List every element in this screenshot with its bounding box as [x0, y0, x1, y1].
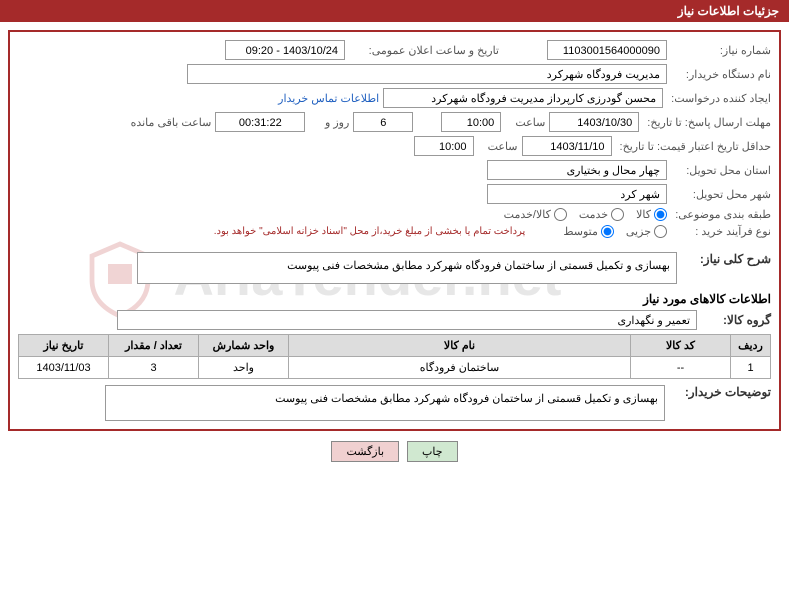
- cell-qty: 3: [109, 357, 199, 379]
- buyer-org-label: نام دستگاه خریدار:: [671, 68, 771, 81]
- footer-buttons: چاپ بازگشت: [0, 441, 789, 462]
- announce-value: 1403/10/24 - 09:20: [225, 40, 345, 60]
- goods-table: ردیف کد کالا نام کالا واحد شمارش تعداد /…: [18, 334, 771, 379]
- row-need-number: شماره نیاز: 1103001564000090 تاریخ و ساع…: [18, 40, 771, 60]
- days-word: روز و: [309, 116, 349, 129]
- payment-note: پرداخت تمام یا بخشی از مبلغ خرید،از محل …: [214, 226, 526, 237]
- radio-minor-input[interactable]: [654, 225, 667, 238]
- category-label: طبقه بندی موضوعی:: [671, 208, 771, 221]
- row-validity: حداقل تاریخ اعتبار قیمت: تا تاریخ: 1403/…: [18, 136, 771, 156]
- buyer-org-value: مدیریت فرودگاه شهرکرد: [187, 64, 667, 84]
- row-requester: ایجاد کننده درخواست: محسن گودرزی کارپردا…: [18, 88, 771, 108]
- row-goods-group: گروه کالا: تعمیر و نگهداری: [18, 310, 771, 330]
- radio-both-label: کالا/خدمت: [504, 208, 551, 221]
- th-unit: واحد شمارش: [199, 335, 289, 357]
- th-code: کد کالا: [631, 335, 731, 357]
- cell-code: --: [631, 357, 731, 379]
- panel-header: جزئیات اطلاعات نیاز: [0, 0, 789, 22]
- requester-value: محسن گودرزی کارپرداز مدیریت فرودگاه شهرک…: [383, 88, 663, 108]
- radio-medium-input[interactable]: [601, 225, 614, 238]
- radio-khedmat[interactable]: خدمت: [579, 208, 624, 221]
- time-label-1: ساعت: [505, 116, 545, 129]
- main-panel: شماره نیاز: 1103001564000090 تاریخ و ساع…: [8, 30, 781, 431]
- radio-kala[interactable]: کالا: [636, 208, 667, 221]
- radio-both[interactable]: کالا/خدمت: [504, 208, 567, 221]
- row-buyer-desc: توضیحات خریدار: بهسازی و تکمیل قسمتی از …: [18, 385, 771, 421]
- print-button[interactable]: چاپ: [407, 441, 458, 462]
- deadline-date: 1403/10/30: [549, 112, 639, 132]
- back-button[interactable]: بازگشت: [331, 441, 399, 462]
- cell-unit: واحد: [199, 357, 289, 379]
- radio-khedmat-label: خدمت: [579, 208, 608, 221]
- deadline-label: مهلت ارسال پاسخ: تا تاریخ:: [643, 116, 771, 129]
- goods-info-title: اطلاعات کالاهای مورد نیاز: [18, 292, 771, 306]
- th-name: نام کالا: [289, 335, 631, 357]
- goods-group-value: تعمیر و نگهداری: [117, 310, 697, 330]
- summary-label: شرح کلی نیاز:: [681, 252, 771, 266]
- th-date: تاریخ نیاز: [19, 335, 109, 357]
- radio-minor[interactable]: جزیی: [626, 225, 667, 238]
- row-deadline: مهلت ارسال پاسخ: تا تاریخ: 1403/10/30 سا…: [18, 112, 771, 132]
- th-idx: ردیف: [731, 335, 771, 357]
- city-value: شهر کرد: [487, 184, 667, 204]
- radio-kala-label: کالا: [636, 208, 651, 221]
- table-row: 1 -- ساختمان فرودگاه واحد 3 1403/11/03: [19, 357, 771, 379]
- row-province: استان محل تحویل: چهار محال و بختیاری: [18, 160, 771, 180]
- province-label: استان محل تحویل:: [671, 164, 771, 177]
- buyer-desc-label: توضیحات خریدار:: [671, 385, 771, 399]
- requester-label: ایجاد کننده درخواست:: [667, 92, 771, 105]
- row-summary: شرح کلی نیاز: بهسازی و تکمیل قسمتی از سا…: [18, 252, 771, 284]
- countdown: 00:31:22: [215, 112, 305, 132]
- process-label: نوع فرآیند خرید :: [671, 225, 771, 238]
- radio-medium-label: متوسط: [563, 225, 598, 238]
- remaining-label: ساعت باقی مانده: [127, 116, 212, 129]
- radio-khedmat-input[interactable]: [611, 208, 624, 221]
- row-city: شهر محل تحویل: شهر کرد: [18, 184, 771, 204]
- city-label: شهر محل تحویل:: [671, 188, 771, 201]
- time-label-2: ساعت: [478, 140, 518, 153]
- radio-kala-input[interactable]: [654, 208, 667, 221]
- row-category: طبقه بندی موضوعی: کالا خدمت کالا/خدمت: [18, 208, 771, 221]
- validity-date: 1403/11/10: [522, 136, 612, 156]
- cell-name: ساختمان فرودگاه: [289, 357, 631, 379]
- buyer-contact-link[interactable]: اطلاعات تماس خریدار: [278, 92, 379, 105]
- table-header-row: ردیف کد کالا نام کالا واحد شمارش تعداد /…: [19, 335, 771, 357]
- process-radio-group: جزیی متوسط: [563, 225, 667, 238]
- row-buyer-org: نام دستگاه خریدار: مدیریت فرودگاه شهرکرد: [18, 64, 771, 84]
- validity-time: 10:00: [414, 136, 474, 156]
- row-process: نوع فرآیند خرید : جزیی متوسط پرداخت تمام…: [18, 225, 771, 238]
- need-number-value: 1103001564000090: [547, 40, 667, 60]
- category-radio-group: کالا خدمت کالا/خدمت: [504, 208, 667, 221]
- buyer-desc-value: بهسازی و تکمیل قسمتی از ساختمان فرودگاه …: [105, 385, 665, 421]
- announce-label: تاریخ و ساعت اعلان عمومی:: [349, 44, 499, 57]
- panel-title: جزئیات اطلاعات نیاز: [678, 4, 779, 18]
- th-qty: تعداد / مقدار: [109, 335, 199, 357]
- cell-date: 1403/11/03: [19, 357, 109, 379]
- days-remaining: 6: [353, 112, 413, 132]
- radio-medium[interactable]: متوسط: [563, 225, 614, 238]
- radio-minor-label: جزیی: [626, 225, 651, 238]
- province-value: چهار محال و بختیاری: [487, 160, 667, 180]
- goods-group-label: گروه کالا:: [701, 313, 771, 327]
- validity-label: حداقل تاریخ اعتبار قیمت: تا تاریخ:: [616, 140, 771, 153]
- radio-both-input[interactable]: [554, 208, 567, 221]
- need-number-label: شماره نیاز:: [671, 44, 771, 57]
- summary-value: بهسازی و تکمیل قسمتی از ساختمان فرودگاه …: [137, 252, 677, 284]
- deadline-time: 10:00: [441, 112, 501, 132]
- cell-idx: 1: [731, 357, 771, 379]
